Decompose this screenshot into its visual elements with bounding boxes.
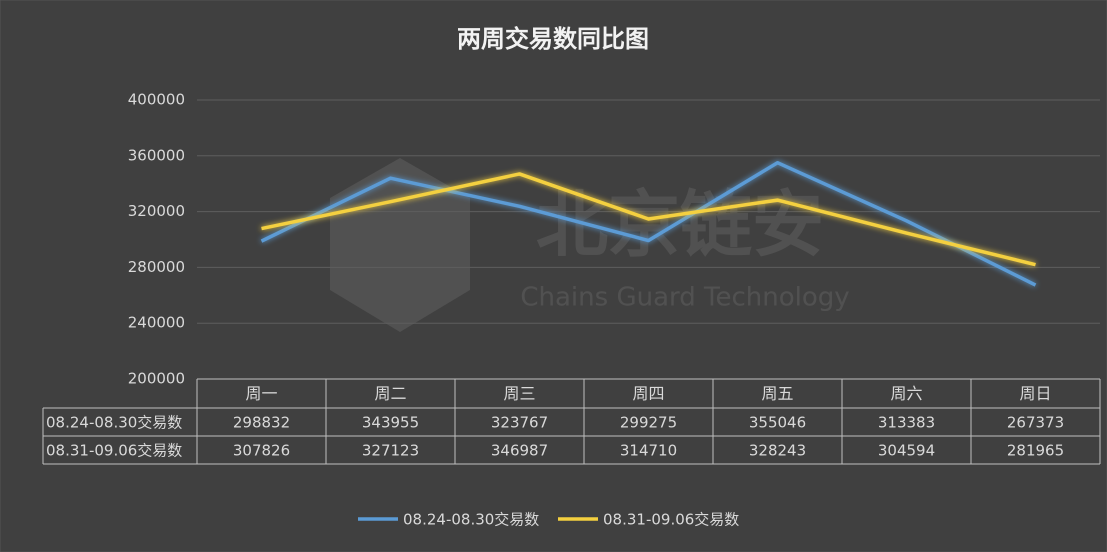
legend-label: 08.31-09.06交易数 [603, 511, 739, 529]
y-tick-label: 200000 [128, 370, 185, 388]
watermark-tagline: Chains Guard Technology [520, 283, 849, 313]
table-cell: 323767 [491, 414, 548, 432]
y-tick-label: 280000 [128, 258, 185, 276]
table-cell: 298832 [233, 414, 290, 432]
table-header: 周五 [761, 384, 793, 403]
table-cell: 355046 [749, 414, 806, 432]
table-header: 周四 [632, 384, 664, 403]
y-tick-label: 360000 [128, 146, 185, 164]
table-header: 周三 [503, 384, 535, 403]
table-cell: 313383 [878, 414, 935, 432]
table-row-label: 08.31-09.06交易数 [46, 442, 182, 460]
table-cell: 299275 [620, 414, 677, 432]
legend-label: 08.24-08.30交易数 [403, 511, 539, 529]
table-cell: 327123 [362, 442, 419, 460]
series-line [260, 160, 1037, 287]
table-header: 周六 [890, 384, 922, 403]
table-cell: 281965 [1007, 442, 1064, 460]
table-cell: 307826 [233, 442, 290, 460]
y-tick-label: 320000 [128, 202, 185, 220]
chart-title: 两周交易数同比图 [457, 25, 649, 53]
table-cell: 304594 [878, 442, 935, 460]
y-tick-label: 400000 [128, 91, 185, 109]
series-line [261, 172, 1036, 267]
y-tick-label: 240000 [128, 314, 185, 332]
watermark-logo [330, 158, 470, 332]
table-cell: 346987 [491, 442, 548, 460]
watermark: 北京链安 Chains Guard Technology [330, 158, 850, 332]
table-header: 周一 [245, 384, 277, 403]
table-cell: 343955 [362, 414, 419, 432]
table-header: 周日 [1019, 384, 1051, 403]
table-cell: 328243 [749, 442, 806, 460]
table-row-label: 08.24-08.30交易数 [46, 414, 182, 432]
table-cell: 314710 [620, 442, 677, 460]
table-header: 周二 [374, 384, 406, 403]
table-cell: 267373 [1007, 414, 1064, 432]
